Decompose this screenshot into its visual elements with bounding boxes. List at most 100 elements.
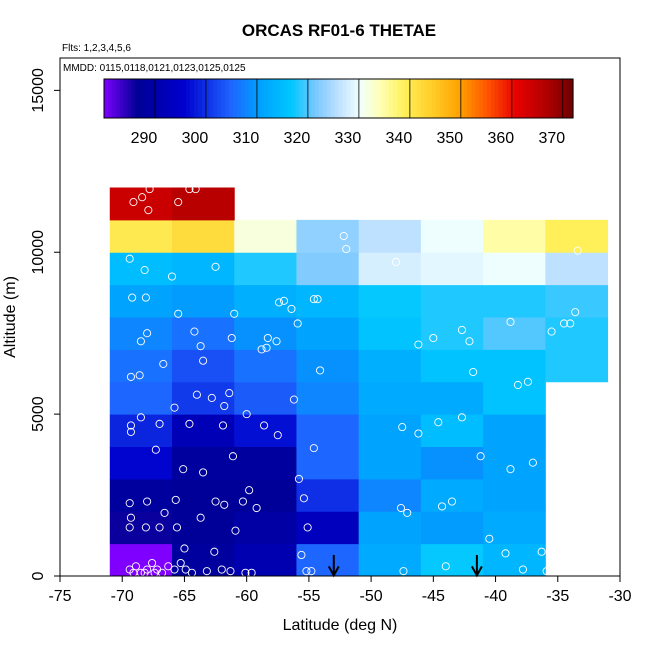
colorbar-segment bbox=[330, 79, 336, 118]
colorbar-segment bbox=[205, 79, 211, 118]
observation-point bbox=[506, 317, 515, 326]
observation-markers bbox=[125, 185, 582, 577]
observation-point bbox=[126, 421, 135, 430]
heatmap-cell bbox=[172, 478, 235, 512]
observation-point bbox=[547, 327, 556, 336]
observation-point bbox=[143, 329, 152, 338]
observation-point bbox=[457, 325, 467, 335]
heatmap-cell bbox=[420, 381, 484, 415]
heatmap-cell bbox=[172, 446, 235, 480]
colorbar-segment bbox=[154, 79, 160, 118]
colorbar-segment bbox=[162, 79, 168, 118]
observation-point bbox=[126, 372, 135, 381]
colorbar-segment bbox=[252, 79, 258, 118]
heatmap-cell bbox=[420, 219, 484, 253]
colorbar-tick-label: 290 bbox=[131, 130, 158, 147]
colorbar-segment bbox=[189, 79, 195, 118]
colorbar-segment bbox=[182, 79, 187, 118]
observation-point bbox=[170, 565, 179, 574]
colorbar-segment bbox=[447, 79, 453, 118]
colorbar-segment bbox=[119, 79, 125, 118]
heatmap-cell bbox=[358, 317, 422, 350]
observation-point bbox=[289, 395, 299, 404]
heatmap-cell bbox=[234, 284, 297, 318]
colorbar-tick-label: 350 bbox=[436, 130, 463, 147]
observation-point bbox=[199, 468, 208, 477]
heatmap-cells bbox=[109, 187, 609, 577]
heatmap-cell bbox=[172, 414, 235, 447]
observation-point bbox=[441, 562, 450, 571]
observation-point bbox=[160, 508, 169, 517]
heatmap-cell bbox=[358, 219, 422, 253]
observation-point bbox=[230, 309, 239, 318]
observation-point bbox=[227, 333, 236, 343]
observation-point bbox=[211, 262, 220, 271]
colorbar-segment bbox=[275, 79, 281, 118]
colorbar-segment bbox=[174, 79, 179, 118]
heatmap-cell bbox=[420, 349, 484, 383]
observation-point bbox=[273, 431, 282, 440]
observation-point bbox=[218, 421, 228, 430]
heatmap-cell bbox=[358, 543, 422, 577]
heatmap-cell bbox=[234, 219, 297, 253]
observation-point bbox=[537, 547, 546, 556]
observation-point bbox=[125, 254, 134, 263]
colorbar-segment bbox=[467, 79, 472, 118]
colorbar-segment bbox=[463, 79, 469, 118]
heatmap-cell bbox=[296, 446, 360, 480]
colorbar-segment bbox=[377, 79, 383, 118]
heatmap-cell bbox=[296, 284, 360, 318]
colorbar-segment bbox=[291, 79, 297, 118]
observation-point bbox=[566, 319, 575, 328]
observation-point bbox=[128, 293, 137, 302]
colorbar-segment bbox=[127, 79, 132, 118]
heatmap-cell bbox=[358, 284, 422, 318]
colorbar-segment bbox=[381, 79, 386, 118]
heatmap-cell bbox=[296, 219, 360, 253]
heatmap-cell bbox=[109, 446, 173, 480]
heatmap-cell bbox=[172, 252, 235, 286]
colorbar-segment bbox=[432, 79, 437, 118]
heatmap-cell bbox=[109, 317, 173, 350]
y-tick-label: 5000 bbox=[30, 396, 47, 432]
observation-point bbox=[174, 309, 183, 318]
observation-point bbox=[238, 497, 247, 506]
observation-point bbox=[309, 444, 318, 453]
observation-point bbox=[199, 356, 208, 365]
observation-point bbox=[447, 497, 457, 506]
colorbar-segment bbox=[209, 79, 215, 118]
observation-point bbox=[159, 359, 168, 368]
y-axis: 0 5000 10000 15000 bbox=[30, 68, 60, 580]
observation-point bbox=[220, 401, 229, 411]
colorbar-segment bbox=[444, 79, 449, 118]
colorbar-segment bbox=[193, 79, 199, 118]
heatmap-cell bbox=[234, 381, 297, 415]
colorbar-segment bbox=[408, 79, 414, 118]
observation-point bbox=[542, 567, 551, 576]
colorbar-segment bbox=[326, 79, 332, 118]
heatmap-cell bbox=[545, 252, 609, 286]
colorbar-segment bbox=[342, 79, 347, 118]
observation-point bbox=[180, 544, 189, 553]
heatmap-cell bbox=[483, 219, 546, 253]
colorbar-segment bbox=[115, 79, 121, 118]
observation-point bbox=[225, 389, 234, 398]
colorbar-segment bbox=[510, 79, 515, 118]
observation-point bbox=[299, 494, 308, 503]
colorbar-segment bbox=[186, 79, 191, 118]
colorbar-segment bbox=[471, 79, 476, 118]
colorbar-segment bbox=[279, 79, 285, 118]
observation-point bbox=[260, 421, 269, 430]
colorbar-segment bbox=[244, 79, 250, 118]
observation-point bbox=[125, 523, 134, 532]
colorbar-segment bbox=[475, 79, 480, 118]
colorbar-frame bbox=[103, 78, 574, 119]
colorbar-segment bbox=[225, 79, 230, 118]
observation-point bbox=[263, 333, 272, 343]
observation-point bbox=[434, 418, 443, 427]
observation-point bbox=[523, 377, 532, 386]
observation-point bbox=[167, 272, 177, 281]
observation-point bbox=[457, 413, 467, 422]
heatmap-cell bbox=[483, 543, 546, 577]
observation-point bbox=[293, 319, 302, 328]
